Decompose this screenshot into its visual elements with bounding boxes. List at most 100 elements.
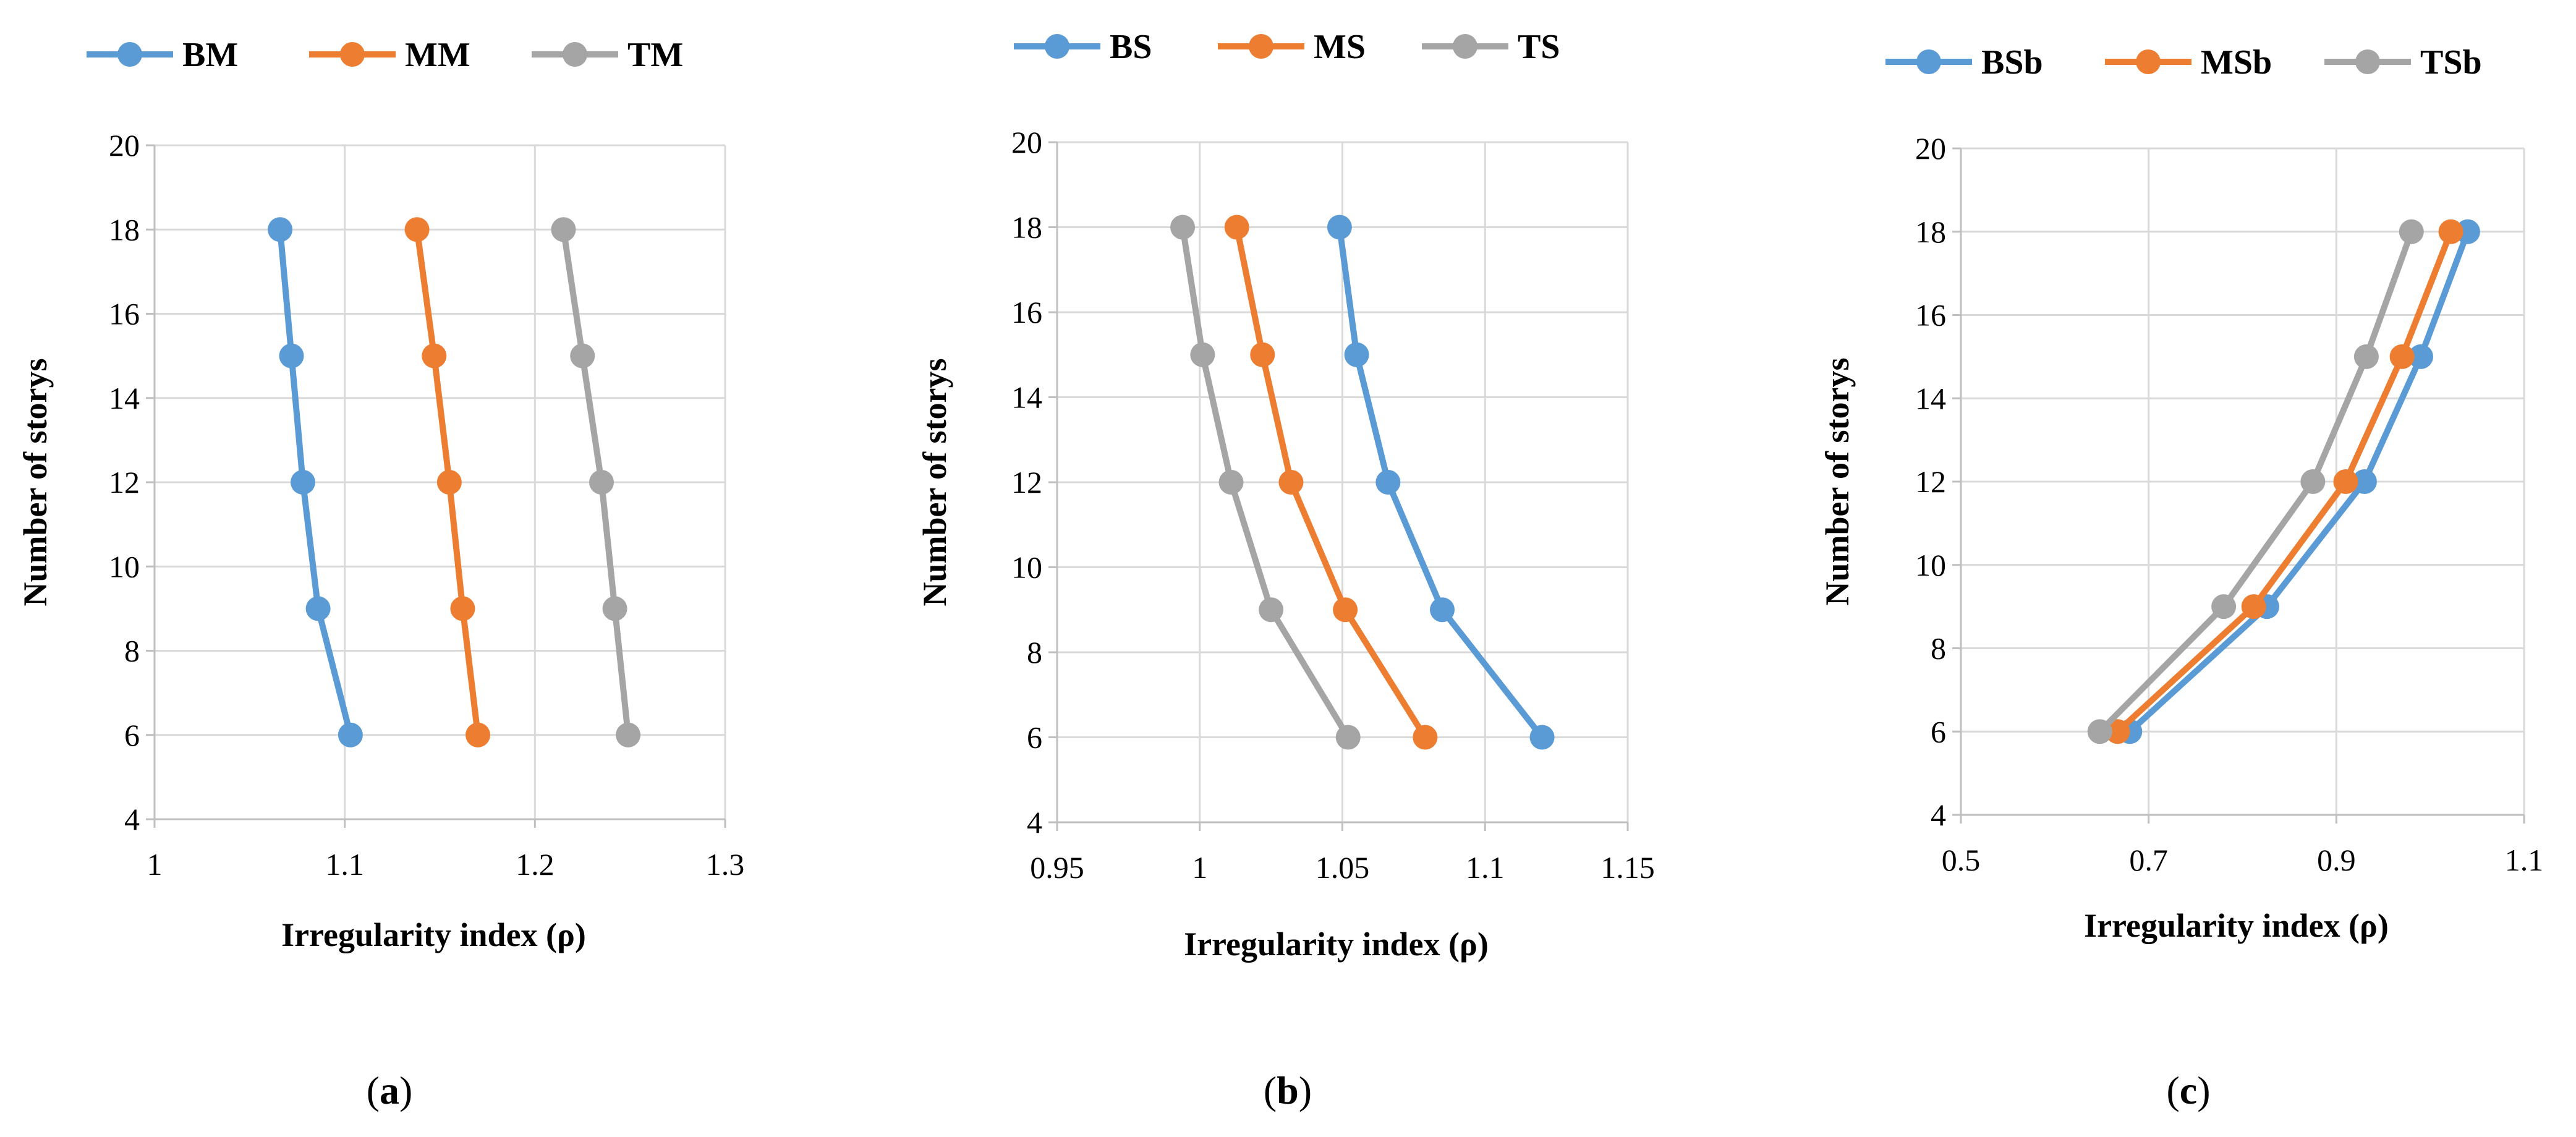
data-point-MSb xyxy=(2333,469,2358,494)
data-point-MM xyxy=(465,722,491,747)
data-point-BM xyxy=(338,722,363,747)
x-tick-label: 1.15 xyxy=(1600,850,1655,885)
legend-label-MM: MM xyxy=(405,36,470,74)
y-tick-label: 14 xyxy=(1011,380,1042,415)
data-point-BS xyxy=(1430,597,1455,623)
y-tick-label: 18 xyxy=(1011,210,1042,245)
y-tick-label: 20 xyxy=(1915,131,1946,166)
y-tick-label: 18 xyxy=(1915,215,1946,249)
y-tick-label: 8 xyxy=(1931,631,1946,666)
legend-label-BSb: BSb xyxy=(1981,43,2043,82)
data-point-TM xyxy=(551,217,576,242)
chart-panel-a: 4 6 8 10 12 14 16 18 20 1 1.1 1.2 1.3 Irregularity in… xyxy=(17,36,744,953)
data-point-MS xyxy=(1250,342,1275,367)
legend-marker-MS xyxy=(1249,34,1273,59)
legend-marker-MSb xyxy=(2136,49,2161,74)
data-point-MSb xyxy=(2241,594,2266,620)
legend-label-MSb: MSb xyxy=(2201,43,2272,82)
panel-label-c: (c) xyxy=(2166,1068,2210,1112)
data-point-MSb xyxy=(2438,219,2463,244)
data-point-MS xyxy=(1278,470,1304,495)
data-point-TS xyxy=(1335,725,1361,750)
y-tick-label: 4 xyxy=(124,802,140,837)
x-tick-label: 0.9 xyxy=(2317,843,2356,877)
legend-label-BM: BM xyxy=(182,36,238,74)
data-point-TSb xyxy=(2399,219,2424,244)
data-point-TM xyxy=(570,343,595,368)
y-tick-label: 16 xyxy=(1915,298,1946,333)
legend-label-TSb: TSb xyxy=(2420,43,2482,82)
data-point-MSb xyxy=(2389,344,2415,369)
data-point-MM xyxy=(436,470,462,495)
y-tick-label: 12 xyxy=(1915,464,1946,499)
y-tick-label: 14 xyxy=(109,381,140,415)
y-tick-label: 12 xyxy=(109,465,140,500)
x-tick-label: 0.5 xyxy=(1942,843,1981,877)
y-tick-label: 6 xyxy=(1027,720,1042,755)
x-axis-title: Irregularity index (ρ) xyxy=(281,916,586,953)
legend-marker-BM xyxy=(117,42,142,67)
data-point-TSb xyxy=(2353,344,2379,369)
y-tick-label: 4 xyxy=(1931,798,1946,832)
x-tick-label: 1 xyxy=(147,847,163,882)
y-tick-label: 8 xyxy=(1027,635,1042,670)
x-tick-label: 1.3 xyxy=(706,847,745,882)
chart-panel-b: 4 6 8 10 12 14 16 18 20 0.95 1 1.05 1.1 1.15 Irregular… xyxy=(916,28,1655,963)
y-tick-label: 6 xyxy=(124,718,140,752)
legend-marker-BSb xyxy=(1916,49,1941,74)
y-tick-label: 6 xyxy=(1931,714,1946,749)
data-point-MSb xyxy=(2105,719,2130,744)
x-tick-label: 1.05 xyxy=(1316,850,1370,885)
y-tick-label: 20 xyxy=(109,128,140,163)
data-point-BSb xyxy=(2352,469,2377,494)
legend-marker-BS xyxy=(1045,34,1069,59)
data-point-MS xyxy=(1413,725,1438,750)
y-tick-label: 14 xyxy=(1915,381,1946,415)
data-point-BS xyxy=(1529,725,1555,750)
legend-label-TS: TS xyxy=(1518,28,1560,66)
data-point-BS xyxy=(1344,342,1369,367)
x-tick-label: 1 xyxy=(1192,850,1207,885)
data-point-BS xyxy=(1375,470,1401,495)
data-point-BM xyxy=(305,596,331,621)
data-point-BM xyxy=(290,470,315,495)
chart-panel-c: 4 6 8 10 12 14 16 18 20 0.5 0.7 0.9 1.1 Irregularity … xyxy=(1819,43,2543,944)
data-point-MS xyxy=(1333,597,1358,623)
data-point-BSb xyxy=(2408,344,2433,369)
y-tick-label: 10 xyxy=(109,549,140,584)
y-tick-label: 16 xyxy=(109,297,140,331)
y-tick-label: 16 xyxy=(1011,295,1042,330)
data-point-BS xyxy=(1327,215,1352,240)
legend-marker-MM xyxy=(340,42,365,67)
legend-label-BS: BS xyxy=(1110,28,1152,66)
x-axis-title: Irregularity index (ρ) xyxy=(1184,926,1489,963)
data-point-BM xyxy=(268,217,293,242)
legend-marker-TSb xyxy=(2355,49,2380,74)
panel-label-b: (b) xyxy=(1264,1068,1312,1112)
legend-label-TM: TM xyxy=(627,36,683,74)
x-tick-label: 1.2 xyxy=(516,847,555,882)
data-point-TSb xyxy=(2087,719,2112,744)
data-point-BSb xyxy=(2455,219,2480,244)
legend-marker-TM xyxy=(563,42,587,67)
data-point-TSb xyxy=(2211,594,2237,620)
y-axis-title: Number of storys xyxy=(916,359,953,607)
y-tick-label: 10 xyxy=(1011,550,1042,585)
data-point-TS xyxy=(1170,215,1196,240)
y-axis-title: Number of storys xyxy=(1819,358,1856,606)
data-point-MS xyxy=(1224,215,1249,240)
x-tick-label: 0.95 xyxy=(1030,850,1084,885)
data-point-TM xyxy=(616,722,641,747)
y-tick-label: 20 xyxy=(1011,125,1042,160)
x-tick-label: 1.1 xyxy=(325,847,364,882)
y-tick-label: 10 xyxy=(1915,548,1946,582)
y-axis-title: Number of storys xyxy=(17,359,54,607)
x-tick-label: 0.7 xyxy=(2129,843,2168,877)
data-point-TSb xyxy=(2300,469,2326,494)
y-tick-label: 4 xyxy=(1027,805,1042,840)
data-point-TM xyxy=(602,596,627,621)
y-tick-label: 8 xyxy=(124,634,140,668)
x-tick-label: 1.1 xyxy=(1466,850,1505,885)
y-tick-label: 12 xyxy=(1011,465,1042,500)
